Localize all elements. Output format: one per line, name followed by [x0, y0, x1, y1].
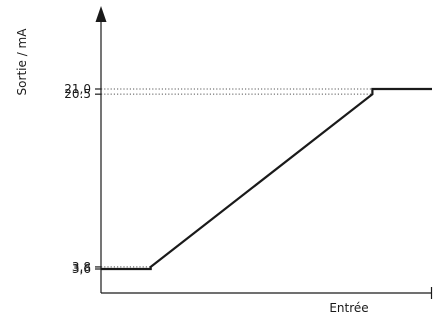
y-tick-label: 21,0	[64, 82, 91, 96]
y-axis-arrow-icon	[95, 6, 107, 22]
y-axis-label: Sortie / mA	[15, 28, 29, 96]
series-line	[101, 87, 432, 271]
y-ticks: 3,63,8 20.521,0	[64, 82, 101, 276]
y-tick-label: 3,6	[72, 262, 91, 276]
x-axis-label: Entrée	[329, 301, 368, 315]
guide-lines	[101, 88, 373, 268]
y-tick-label: 20.5	[64, 87, 91, 101]
axes	[95, 6, 433, 299]
y-tick-label: 3,8	[72, 260, 91, 274]
